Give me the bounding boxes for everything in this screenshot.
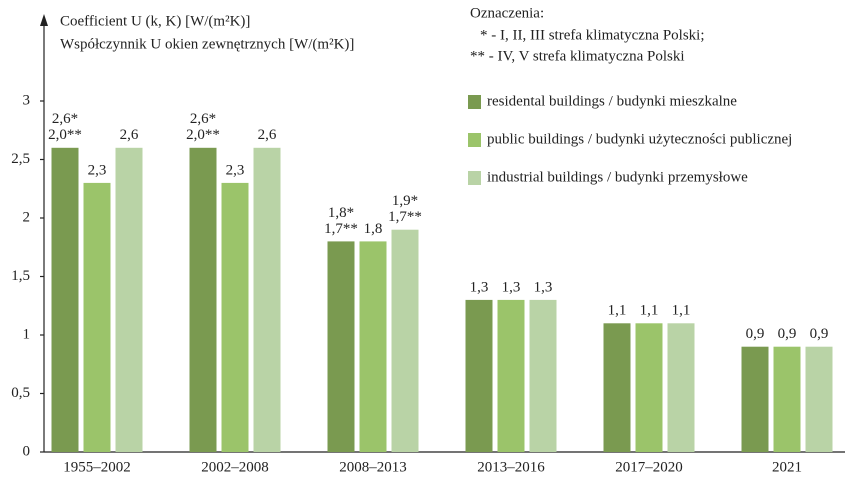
y-axis-arrow [40, 14, 48, 26]
note: * - I, II, III strefa klimatyczna Polski… [480, 27, 705, 43]
bar [603, 323, 631, 452]
bar [327, 241, 355, 452]
value-label: 2,6* [52, 111, 78, 127]
y-tick-label: 0 [23, 443, 31, 459]
bar [805, 346, 833, 452]
bar [83, 182, 111, 452]
bar [189, 147, 217, 453]
bar [529, 299, 557, 452]
value-label: 1,9* [392, 193, 418, 209]
x-tick-label: 2002–2008 [201, 459, 269, 475]
legend-swatch [468, 95, 481, 109]
value-label: 2,3 [226, 162, 245, 178]
bar [465, 299, 493, 452]
bar [221, 182, 249, 452]
value-label: 1,7** [388, 209, 422, 225]
y-tick-label: 0,5 [11, 385, 30, 401]
value-label: 2,6 [120, 127, 139, 143]
value-label: 2,3 [88, 162, 107, 178]
x-tick-label: 2021 [772, 459, 802, 475]
legend-label: residental buildings / budynki mieszkaln… [487, 93, 737, 109]
bar [359, 241, 387, 452]
value-label: 1,1 [640, 303, 659, 319]
legend-label: public buildings / budynki użyteczności … [487, 131, 792, 147]
value-label: 2,0** [186, 127, 220, 143]
value-label: 1,1 [608, 303, 627, 319]
value-label: 1,8 [364, 221, 383, 237]
note: Oznaczenia: [470, 5, 544, 21]
y-tick-label: 3 [23, 92, 31, 108]
value-label: 2,6 [258, 127, 277, 143]
bar [51, 147, 79, 453]
y-tick-label: 1 [23, 326, 31, 342]
bar [773, 346, 801, 452]
value-label: 1,7** [324, 221, 358, 237]
bar [253, 147, 281, 453]
legend-label: industrial buildings / budynki przemysło… [487, 169, 748, 185]
legend-swatch [468, 133, 481, 147]
note: ** - IV, V strefa klimatyczna Polski [470, 48, 685, 64]
value-label: 2,0** [48, 127, 82, 143]
value-label: 1,1 [672, 303, 691, 319]
value-label: 1,3 [534, 279, 553, 295]
bar [741, 346, 769, 452]
value-label: 0,9 [810, 326, 829, 342]
y-tick-label: 2 [23, 209, 31, 225]
legend-swatch [468, 171, 481, 185]
x-tick-label: 2008–2013 [339, 459, 407, 475]
value-label: 1,8* [328, 205, 354, 221]
value-label: 0,9 [746, 326, 765, 342]
bar [115, 147, 143, 453]
y-tick-label: 1,5 [11, 268, 30, 284]
value-label: 2,6* [190, 111, 216, 127]
bar [635, 323, 663, 452]
x-tick-label: 1955–2002 [63, 459, 131, 475]
x-tick-label: 2017–2020 [615, 459, 683, 475]
y-axis-label: Współczynnik U okien zewnętrznych [W/(m²… [60, 36, 354, 52]
value-label: 0,9 [778, 326, 797, 342]
value-label: 1,3 [470, 279, 489, 295]
y-tick-label: 2,5 [11, 151, 30, 167]
bar [667, 323, 695, 452]
x-tick-label: 2013–2016 [477, 459, 545, 475]
y-axis-label: Coefficient U (k, K) [W/(m²K)] [60, 13, 250, 29]
bar [391, 229, 419, 452]
bar [497, 299, 525, 452]
value-label: 1,3 [502, 279, 521, 295]
